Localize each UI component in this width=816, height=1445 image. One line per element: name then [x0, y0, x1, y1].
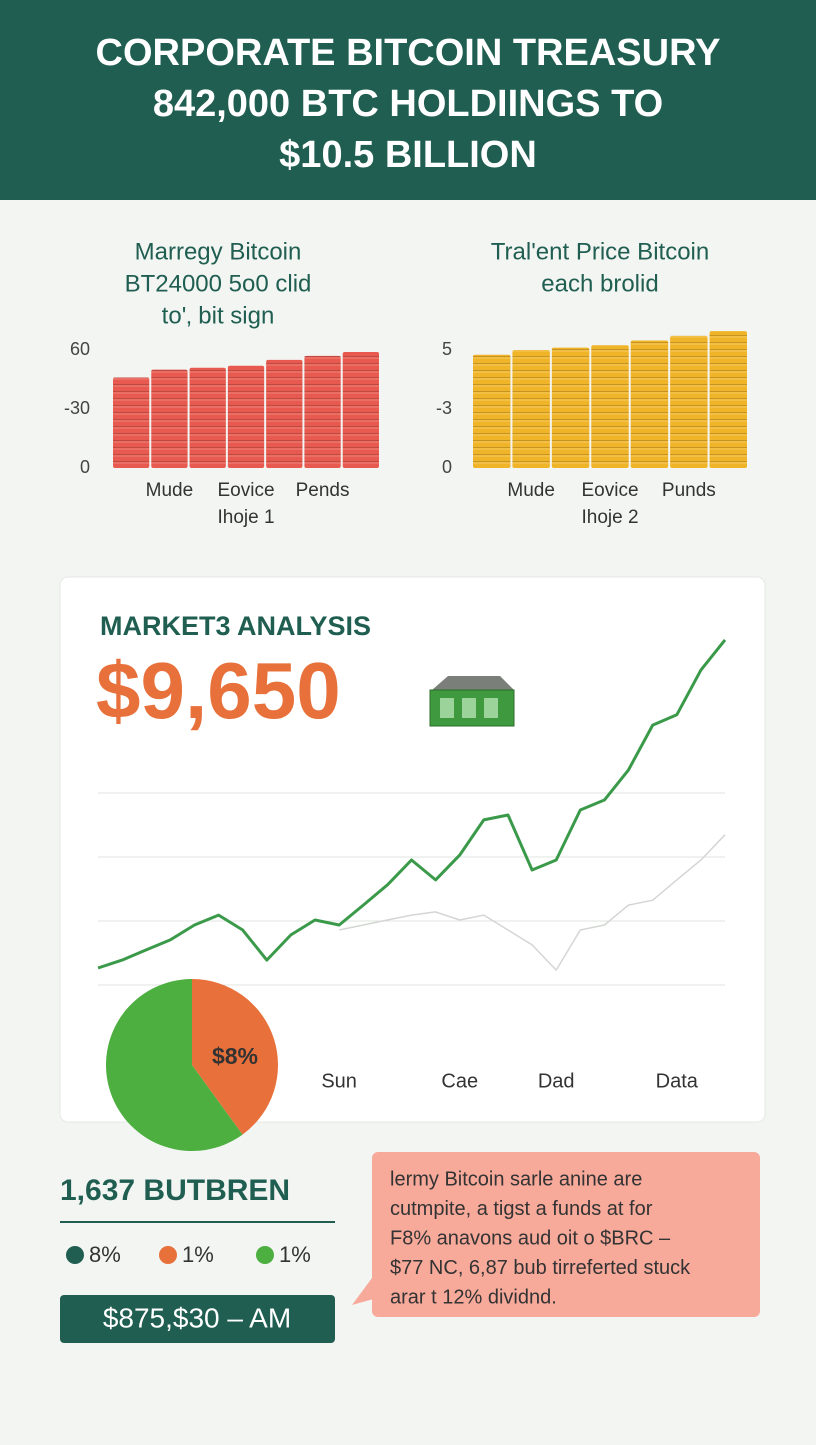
chart-title: each brolid	[541, 270, 658, 297]
bar-texture	[551, 347, 590, 468]
legend-dot	[159, 1246, 177, 1264]
bar-texture	[709, 331, 747, 468]
grid	[98, 792, 725, 986]
callout-box	[352, 1152, 760, 1317]
bar-texture	[670, 335, 708, 468]
y-tick-label: -3	[436, 398, 452, 418]
header-title: 842,000 BTC HOLDIINGS TO	[153, 83, 663, 125]
y-tick-label: 0	[80, 457, 90, 477]
chart-title: to'‚ bit sign	[162, 302, 275, 329]
x-tick-label: Data	[656, 1070, 699, 1092]
house-icon	[429, 676, 515, 727]
headline-value: $9,650	[96, 646, 341, 735]
y-tick-label: 0	[442, 457, 452, 477]
bar-texture	[304, 355, 341, 468]
bar-texture	[591, 345, 629, 468]
callout-line: F8% anavons aud oit o $BRC –	[390, 1227, 671, 1249]
pie-slice	[105, 979, 243, 1152]
legend-dot	[256, 1246, 274, 1264]
pie-slice	[192, 979, 278, 1135]
badge-text: $875,$30 – AM	[103, 1302, 291, 1333]
y-tick-label: -30	[64, 398, 90, 418]
legend-label: 1%	[279, 1242, 311, 1267]
x-tick-label: Mude	[507, 480, 555, 501]
bar-texture	[113, 377, 150, 468]
bar-texture	[266, 359, 303, 468]
x-tick-label: Sun	[321, 1070, 357, 1092]
pie-annotation: $8%	[212, 1043, 258, 1069]
bar-texture	[630, 340, 669, 468]
header-band	[0, 0, 816, 200]
callout-line: arar t 12% dividnd.	[390, 1286, 557, 1308]
x-tick-label: Pends	[296, 480, 350, 501]
market-card	[59, 576, 766, 1123]
legend-label: 8%	[89, 1242, 121, 1267]
line-series	[339, 834, 726, 971]
bar-texture	[189, 367, 226, 468]
summary-heading: 1,637 BUTBREN	[60, 1174, 290, 1207]
callout-line: $77 NC, 6,87 bub tirreferted stuck	[390, 1257, 691, 1279]
bar-texture	[512, 350, 550, 468]
legend-label: 1%	[182, 1242, 214, 1267]
bar-texture	[473, 354, 511, 468]
x-tick-label: Eovice	[581, 480, 638, 501]
legend-dot	[66, 1246, 84, 1264]
bar-texture	[342, 351, 379, 468]
x-tick-label: Eovice	[217, 480, 274, 501]
x-axis-label: Ihoje 2	[581, 507, 638, 528]
callout-line: cutmpite, a tigst a funds at for	[390, 1198, 653, 1220]
bar-texture	[151, 369, 188, 468]
header-title: CORPORATE BITCOIN TREASURY	[96, 32, 721, 74]
chart-title: MARKET3 ANALYSIS	[100, 611, 371, 641]
x-tick-label: Cae	[441, 1070, 478, 1092]
y-tick-label: 5	[442, 339, 452, 359]
callout-line: lermy Bitcoin sarle anine are	[390, 1168, 642, 1190]
chart-title: BT24000 5o0 clid	[125, 270, 312, 297]
badge-box	[60, 1295, 335, 1343]
chart-title: Tral'ent Price Bitcoin	[491, 238, 709, 265]
y-tick-label: 60	[70, 339, 90, 359]
bar-texture	[227, 365, 265, 468]
x-tick-label: Mude	[146, 480, 194, 501]
x-tick-label: Dad	[538, 1070, 575, 1092]
x-tick-label: Punds	[662, 480, 716, 501]
line-series	[97, 638, 727, 970]
header-title: $10.5 BILLION	[279, 134, 537, 176]
x-axis-label: Ihoje 1	[217, 507, 274, 528]
chart-title: Marregy Bitcoin	[135, 238, 302, 265]
